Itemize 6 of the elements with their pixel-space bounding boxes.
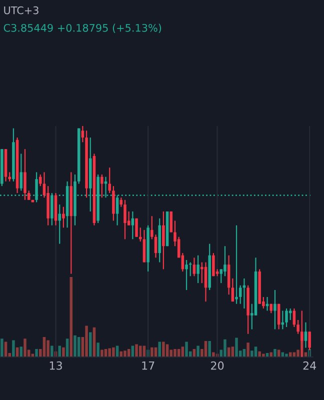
x-tick-label: 24 (303, 361, 316, 370)
x-tick-label: 20 (211, 361, 224, 370)
text: C3.85449 +0.18795 (+5.13%) (4, 24, 162, 34)
text: UTC+3 (4, 6, 38, 14)
x-tick-label: 17 (142, 362, 154, 370)
x-tick-label: 13 (50, 361, 62, 370)
